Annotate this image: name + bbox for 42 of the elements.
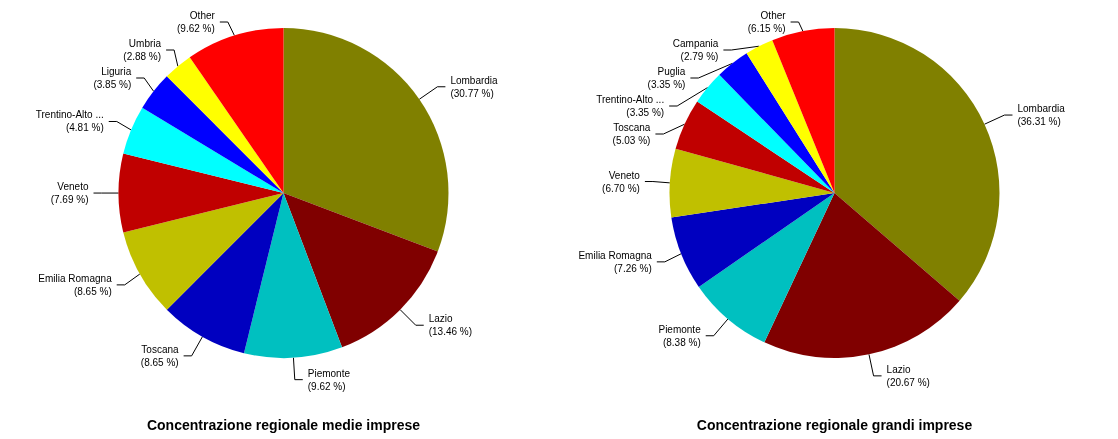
slice-label: Other: [189, 10, 216, 21]
slice-label: Veneto: [57, 181, 89, 193]
slice-label: Trentino-Alto ...: [35, 109, 104, 121]
data-label: (13.46 %): [428, 326, 473, 338]
data-label: (6.70 %): [602, 182, 640, 194]
slice-label: Other: [760, 10, 787, 21]
data-label: (2.88 %): [123, 51, 162, 62]
slice-label: Emilia Romagna: [38, 272, 113, 284]
slice-label: Piemonte: [307, 367, 351, 379]
slice-label: Emilia Romagna: [578, 249, 653, 261]
text: Concentrazione regionale medie imprese: [146, 417, 421, 433]
text: Concentrazione regionale grandi imprese: [696, 417, 973, 433]
data-label: (36.31 %): [1017, 116, 1061, 128]
slice-label: Toscana: [141, 343, 180, 355]
data-label: (5.03 %): [612, 135, 651, 146]
data-label: (30.77 %): [450, 87, 494, 99]
data-label: (9.62 %): [177, 23, 215, 34]
data-label: (3.35 %): [647, 79, 686, 90]
data-label: (9.62 %): [307, 380, 346, 392]
data-label: (8.38 %): [662, 336, 701, 348]
slice-label: Lombardia: [450, 74, 499, 86]
slice-label: Veneto: [608, 169, 641, 181]
slice-label: Umbria: [128, 38, 162, 49]
slice-label: Lazio: [886, 363, 911, 375]
slice-label: Lazio: [428, 313, 454, 325]
data-label: (20.67 %): [886, 376, 930, 388]
data-label: (3.85 %): [93, 79, 132, 90]
data-label: (3.35 %): [626, 107, 665, 118]
data-label: (8.65 %): [140, 356, 179, 368]
data-label: (7.26 %): [614, 262, 652, 274]
data-label: (6.15 %): [747, 23, 786, 34]
slice-label: Trentino-Alto ...: [596, 94, 665, 105]
data-label: (8.65 %): [73, 285, 112, 297]
data-label: (4.81 %): [65, 122, 104, 134]
slice-label: Lombardia: [1017, 103, 1066, 115]
slice-label: Toscana: [613, 122, 651, 133]
slice-label: Liguria: [101, 66, 132, 77]
slice-label: Campania: [672, 38, 719, 49]
slice-label: Puglia: [657, 66, 686, 77]
data-label: (2.79 %): [680, 51, 719, 62]
data-label: (7.69 %): [50, 194, 89, 206]
slice-label: Piemonte: [658, 323, 702, 335]
